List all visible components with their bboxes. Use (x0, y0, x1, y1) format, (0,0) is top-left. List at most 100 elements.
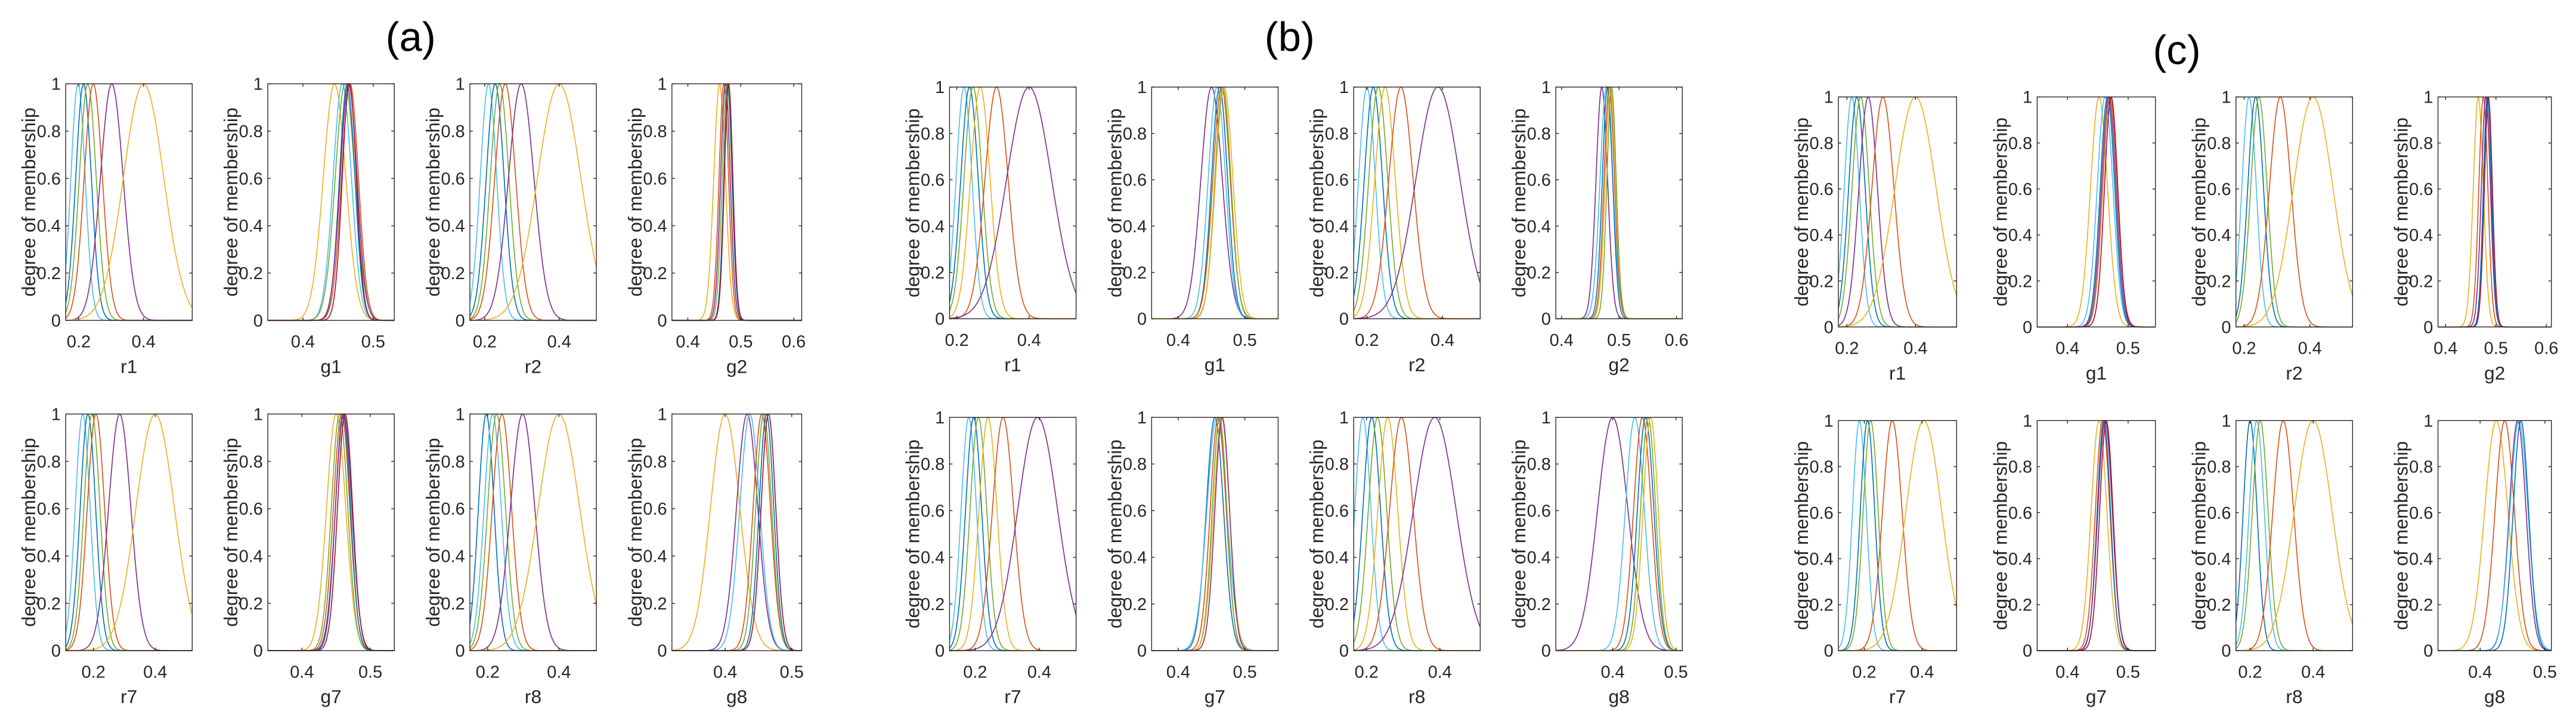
y-tick-label: 0.4 (921, 549, 945, 568)
subplot-c-g1: 0 0.2 0.4 0.6 0.8 1 0.4 0.5 g1 degree of membersh… (1989, 88, 2156, 383)
axes-box (671, 83, 803, 321)
y-tick-label: 0.4 (2409, 226, 2433, 245)
x-tick-label: 0.4 (1027, 663, 1051, 682)
membership-curve-3 (1151, 86, 1278, 320)
subplot-b-r7: 0 0.2 0.4 0.6 0.8 1 0.2 0.4 r7 degree of membersh… (902, 408, 1077, 707)
x-tick-label: 0.5 (1664, 663, 1688, 682)
y-tick-label: 0.6 (37, 500, 61, 519)
x-axis-label: g8 (2484, 686, 2505, 707)
y-tick-label: 0 (657, 311, 667, 330)
y-tick-label: 0.8 (921, 125, 945, 144)
axes-box (65, 83, 193, 321)
y-tick-label: 1 (253, 405, 263, 424)
x-tick-label: 0.4 (1428, 663, 1452, 682)
y-tick-label: 0.4 (2008, 550, 2032, 569)
y-tick-label: 0.6 (1810, 180, 1834, 199)
y-tick-label: 1 (1541, 78, 1551, 97)
axes-box (65, 413, 193, 651)
y-axis-label: degree of membership (1104, 440, 1125, 629)
y-tick-label: 0.4 (921, 217, 945, 236)
y-tick-label: 0 (1541, 310, 1551, 329)
x-tick-label: 0.2 (1355, 331, 1379, 350)
y-tick-label: 1 (2023, 412, 2032, 431)
x-axis-label: g7 (2086, 686, 2107, 707)
x-tick-label: 0.4 (2301, 663, 2325, 682)
membership-curve-3 (1838, 96, 1957, 328)
x-tick-label: 0.2 (945, 331, 968, 350)
y-tick-label: 0 (456, 642, 465, 661)
y-tick-label: 1 (935, 408, 945, 428)
membership-curve-7 (671, 413, 802, 651)
x-tick-label: 0.4 (291, 333, 315, 352)
x-tick-label: 0.4 (2468, 663, 2492, 682)
x-tick-label: 0.5 (358, 663, 382, 682)
membership-curve-6 (469, 413, 597, 651)
y-tick-label: 0.2 (37, 595, 61, 614)
y-tick-label: 1 (51, 75, 61, 94)
x-tick-label: 0.2 (1835, 339, 1859, 358)
x-tick-label: 0.4 (1166, 331, 1190, 350)
membership-curve-4 (65, 83, 193, 321)
axes-box (267, 413, 395, 651)
x-axis-label: g1 (2086, 362, 2107, 383)
y-tick-label: 1 (1137, 78, 1147, 97)
y-axis-label: degree of membership (2188, 117, 2210, 307)
x-axis-label: r1 (120, 355, 137, 377)
subplot-a-g1: 0 0.2 0.4 0.6 0.8 1 0.4 0.5 g1 degree of membersh… (220, 75, 395, 377)
y-tick-label: 1 (1824, 412, 1834, 431)
axes-box (1151, 417, 1279, 651)
x-axis-label: g2 (726, 355, 747, 377)
membership-curves (268, 413, 395, 651)
x-axis-label: r1 (1889, 362, 1906, 383)
x-tick-label: 0.4 (132, 333, 156, 352)
y-tick-label: 0.4 (441, 547, 465, 567)
x-axis-label: g2 (2484, 362, 2505, 383)
x-axis-label: r7 (1889, 686, 1906, 707)
y-tick-label: 0.2 (441, 264, 465, 283)
y-tick-label: 0 (1137, 642, 1147, 661)
membership-curves (2235, 96, 2354, 328)
membership-curve-4 (1151, 416, 1278, 651)
x-tick-label: 0.4 (1166, 663, 1190, 682)
y-axis-label: degree of membership (1989, 117, 2011, 307)
subplot-a-g2: 0 0.2 0.4 0.6 0.8 1 0.4 0.5 0.6 g2 degree of membe… (624, 75, 806, 377)
y-tick-label: 1 (456, 405, 465, 424)
x-tick-label: 0.5 (361, 333, 385, 352)
membership-curves (2235, 420, 2354, 651)
membership-curve-6 (949, 86, 1077, 319)
y-tick-label: 0.8 (2008, 134, 2032, 153)
y-tick-label: 0.2 (2409, 272, 2433, 291)
y-tick-label: 0 (253, 642, 263, 661)
y-tick-label: 0.8 (2409, 458, 2433, 477)
axes-box (1353, 417, 1481, 651)
membership-curves (1838, 96, 1958, 328)
x-axis-label: g8 (726, 686, 747, 707)
y-tick-label: 0.6 (1123, 171, 1147, 190)
subplot-c-r8: 0 0.2 0.4 0.6 0.8 1 0.2 0.4 r8 degree of membersh… (2188, 412, 2354, 707)
subplot-b-g8: 0 0.2 0.4 0.6 0.8 1 0.4 0.5 g8 degree of membersh… (1508, 408, 1688, 707)
y-tick-label: 0.8 (239, 122, 263, 141)
y-tick-label: 0.8 (1325, 455, 1349, 474)
membership-curve-2 (469, 413, 597, 651)
y-tick-label: 0.8 (1527, 125, 1551, 144)
membership-curves (2037, 420, 2156, 651)
y-tick-label: 0.2 (2207, 596, 2231, 615)
y-tick-label: 0 (935, 310, 945, 329)
x-tick-label: 0.5 (1233, 663, 1257, 682)
x-axis-label: r8 (525, 686, 541, 707)
y-tick-label: 0.2 (921, 595, 945, 614)
x-axis-label: r2 (1408, 354, 1425, 376)
y-tick-label: 0.6 (2008, 180, 2032, 199)
y-tick-label: 0.8 (2207, 458, 2231, 477)
subplot-b-g2: 0 0.2 0.4 0.6 0.8 1 0.4 0.5 0.6 g2 degree of membe… (1508, 78, 1689, 375)
membership-curve-4 (1556, 86, 1683, 320)
axes-box (267, 83, 395, 321)
x-tick-label: 0.2 (2238, 663, 2262, 682)
y-axis-label: degree of membership (902, 440, 923, 629)
y-axis-label: degree of membership (1508, 109, 1530, 298)
y-tick-label: 0.4 (37, 547, 61, 567)
y-axis-label: degree of membership (1989, 441, 2011, 630)
x-tick-label: 0.5 (2116, 663, 2140, 682)
